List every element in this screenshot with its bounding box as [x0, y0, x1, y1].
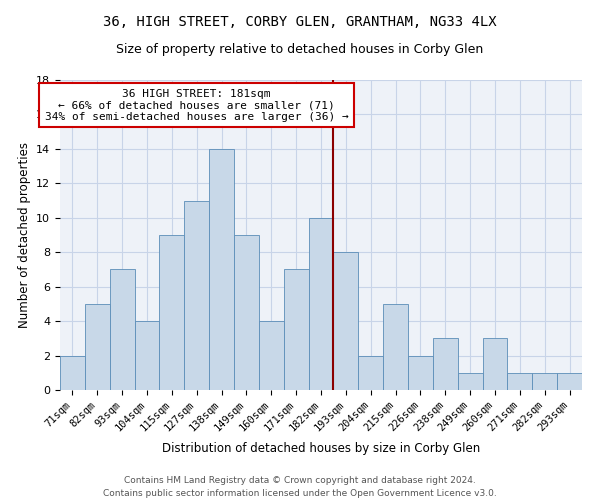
Bar: [458, 373, 482, 390]
Bar: [433, 338, 458, 390]
Bar: [259, 321, 284, 390]
Bar: [358, 356, 383, 390]
Bar: [532, 373, 557, 390]
Text: Contains HM Land Registry data © Crown copyright and database right 2024.
Contai: Contains HM Land Registry data © Crown c…: [103, 476, 497, 498]
Bar: [482, 338, 508, 390]
Bar: [234, 235, 259, 390]
Bar: [209, 149, 234, 390]
Bar: [60, 356, 85, 390]
X-axis label: Distribution of detached houses by size in Corby Glen: Distribution of detached houses by size …: [162, 442, 480, 454]
Y-axis label: Number of detached properties: Number of detached properties: [17, 142, 31, 328]
Bar: [160, 235, 184, 390]
Bar: [334, 252, 358, 390]
Bar: [508, 373, 532, 390]
Bar: [308, 218, 334, 390]
Bar: [184, 200, 209, 390]
Bar: [383, 304, 408, 390]
Text: 36 HIGH STREET: 181sqm
← 66% of detached houses are smaller (71)
34% of semi-det: 36 HIGH STREET: 181sqm ← 66% of detached…: [45, 88, 349, 122]
Bar: [134, 321, 160, 390]
Bar: [110, 270, 134, 390]
Bar: [284, 270, 308, 390]
Text: Size of property relative to detached houses in Corby Glen: Size of property relative to detached ho…: [116, 42, 484, 56]
Bar: [408, 356, 433, 390]
Bar: [557, 373, 582, 390]
Bar: [85, 304, 110, 390]
Text: 36, HIGH STREET, CORBY GLEN, GRANTHAM, NG33 4LX: 36, HIGH STREET, CORBY GLEN, GRANTHAM, N…: [103, 15, 497, 29]
